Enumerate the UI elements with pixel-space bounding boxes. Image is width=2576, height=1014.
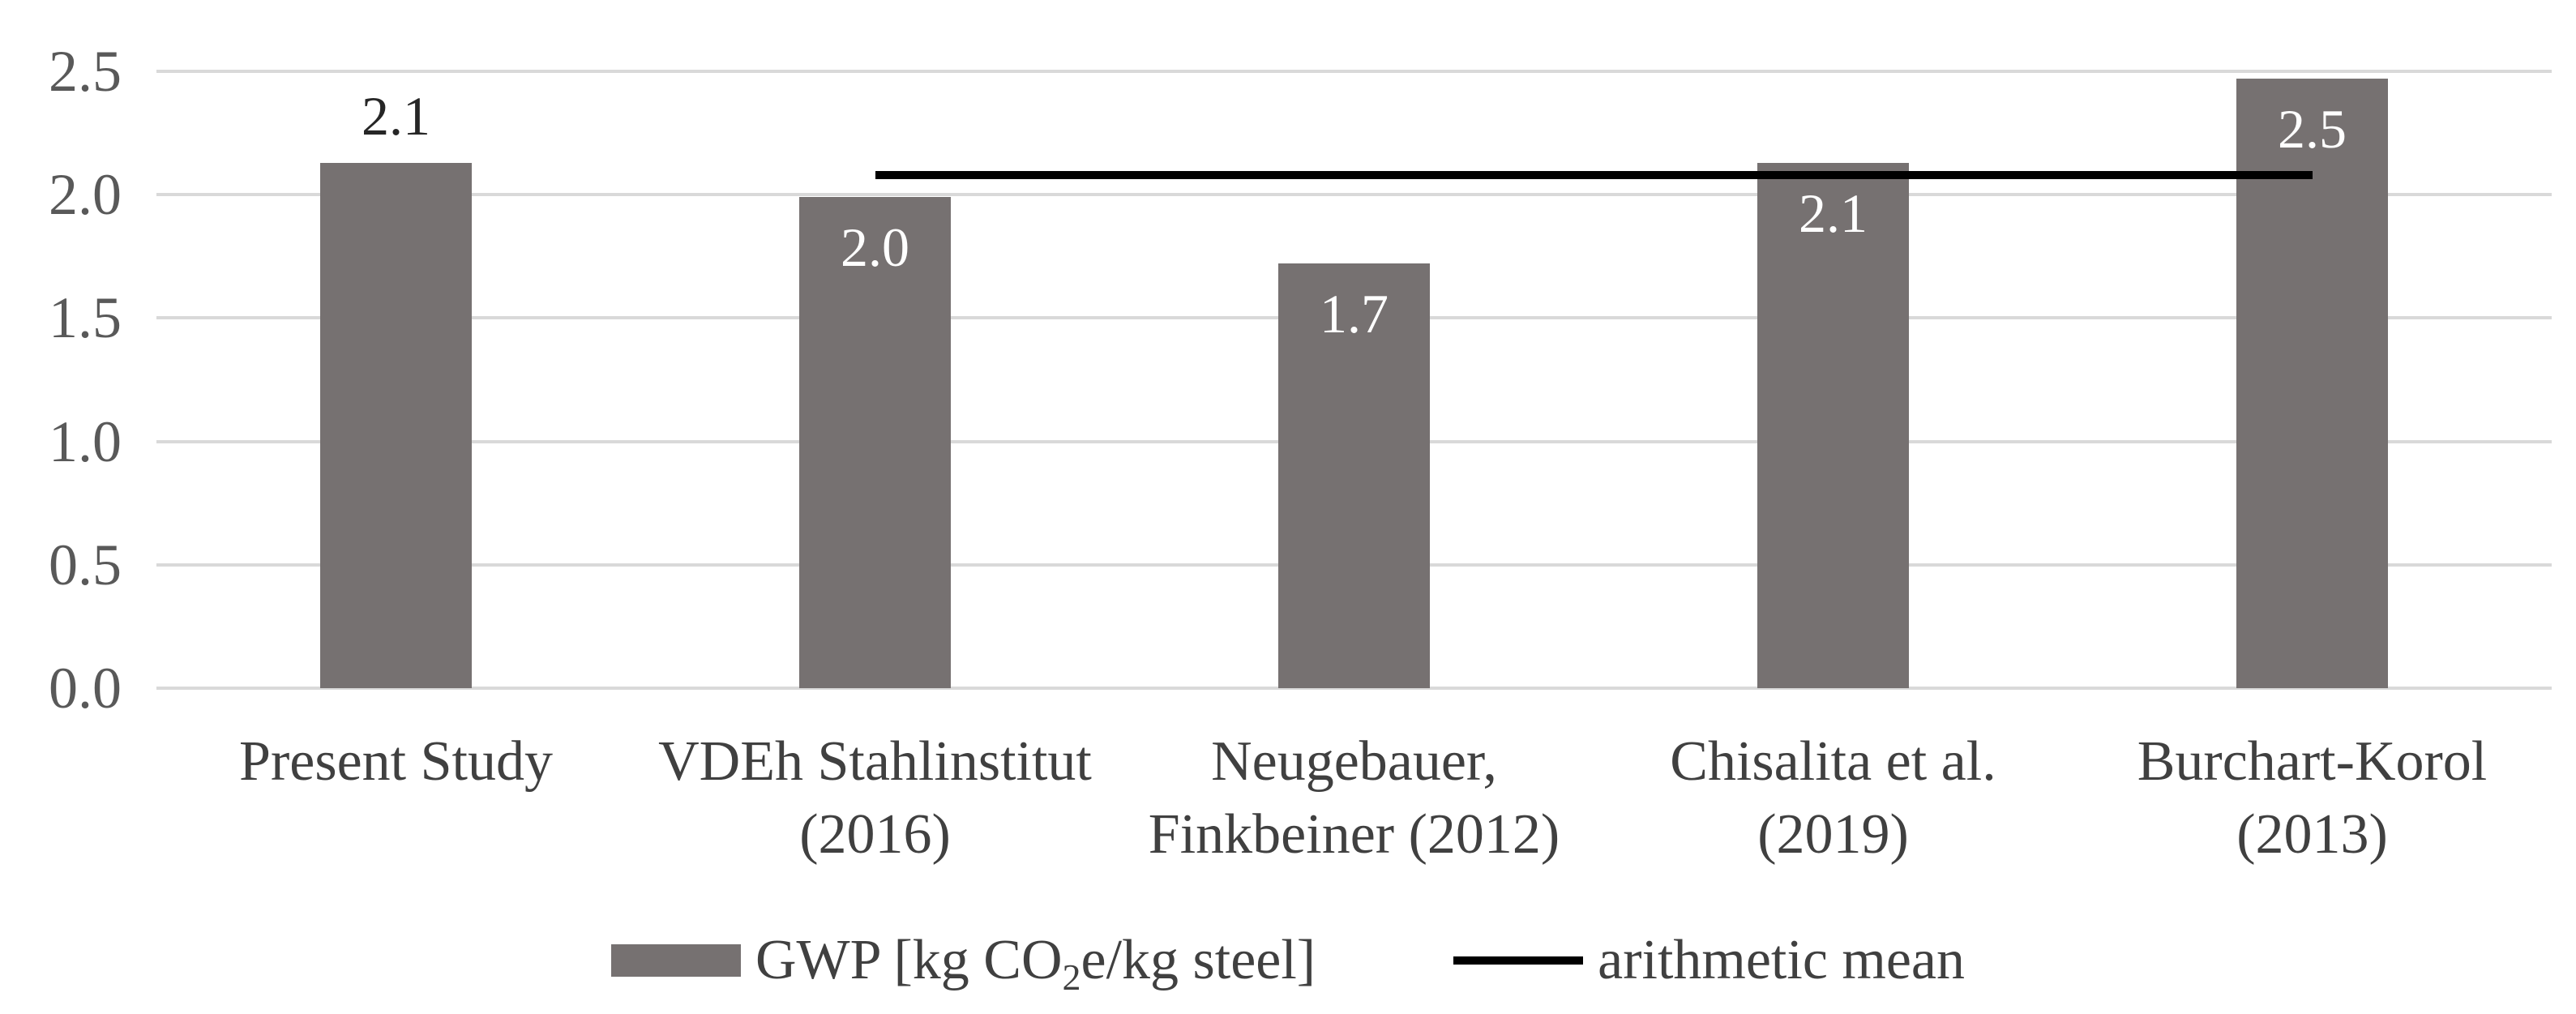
- y-tick-label: 1.5: [49, 285, 122, 351]
- bar: [320, 162, 472, 688]
- y-tick-label: 2.0: [49, 162, 122, 228]
- category-label: Burchart-Korol (2013): [2073, 725, 2552, 871]
- y-tick-label: 1.0: [49, 409, 122, 474]
- y-tick-label: 0.5: [49, 532, 122, 597]
- bar-value-label: 1.7: [1320, 283, 1389, 345]
- y-tick-label: 2.5: [49, 39, 122, 104]
- bar-value-label: 2.1: [1799, 182, 1868, 244]
- mean-legend-label: arithmetic mean: [1598, 929, 1965, 991]
- bar: [799, 197, 951, 688]
- bar-value-label: 2.5: [2278, 98, 2347, 160]
- category-label: VDEh Stahlinstitut (2016): [636, 725, 1115, 871]
- mean-line: [875, 170, 2313, 179]
- gwp-legend-label: GWP [kg CO2e/kg steel]: [755, 929, 1316, 998]
- bar: [2236, 79, 2388, 688]
- category-label: Neugebauer, Finkbeiner (2012): [1115, 725, 1594, 871]
- category-label-line: (2016): [799, 803, 951, 866]
- mean-line-swatch-icon: [1453, 956, 1584, 965]
- category-label-line: Present Study: [239, 730, 553, 793]
- category-label-line: Burchart-Korol: [2137, 730, 2488, 793]
- category-label-line: Finkbeiner (2012): [1148, 803, 1560, 866]
- gridline: [156, 70, 2552, 73]
- category-label-line: Chisalita et al.: [1670, 730, 1996, 793]
- bar: [1278, 263, 1430, 688]
- gwp-bar-swatch-icon: [611, 944, 741, 977]
- category-label-line: Neugebauer,: [1211, 730, 1497, 793]
- bar-value-label: 2.1: [362, 84, 430, 147]
- category-label: Chisalita et al. (2019): [1594, 725, 2073, 871]
- gridline: [156, 687, 2552, 690]
- category-label-line: (2019): [1757, 803, 1909, 866]
- plot-area: 2.1 2.0 1.7 2.1 2.5: [156, 70, 2552, 690]
- legend-item-gwp: GWP [kg CO2e/kg steel]: [611, 927, 1316, 998]
- bar-value-label: 2.0: [841, 216, 909, 279]
- legend-item-mean: arithmetic mean: [1453, 927, 1965, 994]
- chart-legend: GWP [kg CO2e/kg steel] arithmetic mean: [0, 916, 2576, 1005]
- category-label: Present Study: [157, 725, 635, 798]
- bar: [1757, 162, 1909, 688]
- category-label-line: (2013): [2236, 803, 2388, 866]
- gridline: [156, 193, 2552, 197]
- y-tick-label: 0.0: [49, 656, 122, 721]
- category-label-line: VDEh Stahlinstitut: [658, 730, 1092, 793]
